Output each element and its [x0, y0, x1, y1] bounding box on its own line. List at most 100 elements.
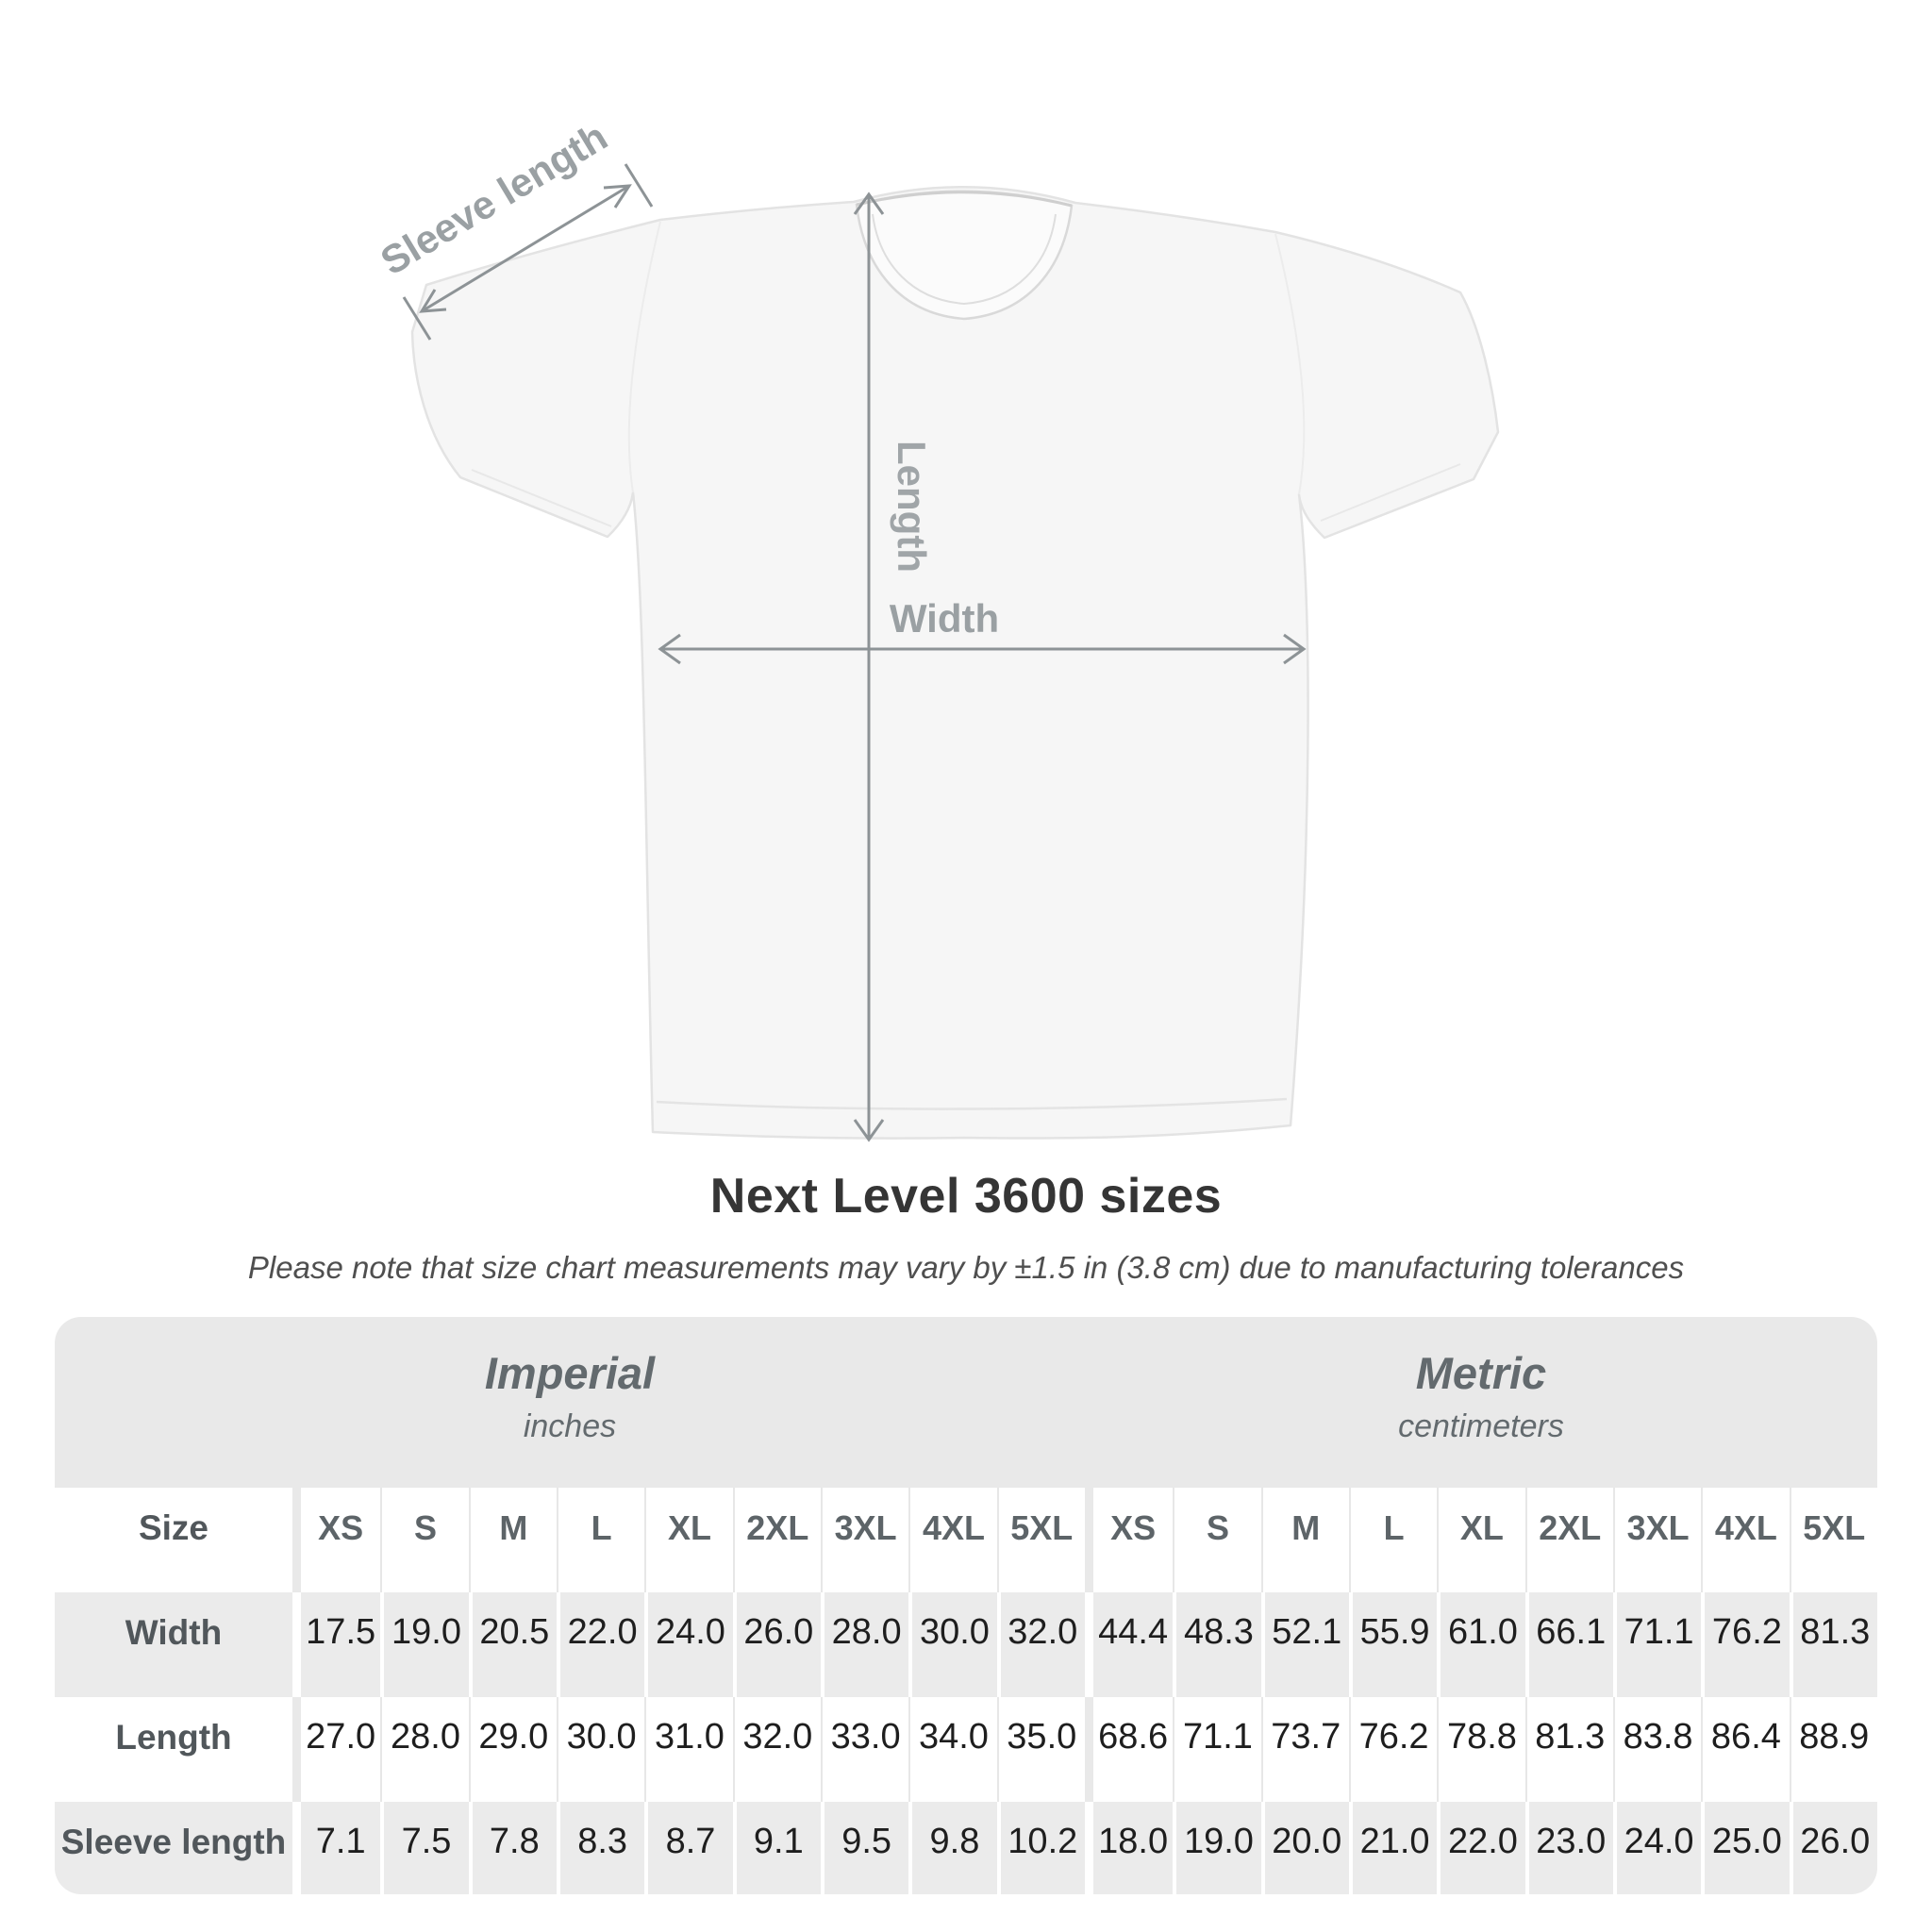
size-col-header-imperial: XL — [644, 1488, 733, 1592]
row-label: Width — [55, 1592, 292, 1697]
size-col-header-imperial: S — [380, 1488, 469, 1592]
measurement-cell: 20.0 — [1260, 1802, 1349, 1894]
page-title: Next Level 3600 sizes — [709, 1169, 1223, 1224]
measurement-cell: 30.0 — [908, 1592, 997, 1697]
size-col-header-metric: S — [1173, 1488, 1261, 1592]
size-col-header-metric: 3XL — [1612, 1488, 1702, 1592]
measurement-cell: 25.0 — [1701, 1802, 1790, 1894]
measurement-cell: 7.8 — [468, 1802, 557, 1894]
measurement-cell: 19.0 — [380, 1592, 469, 1697]
measurement-cell: 28.0 — [380, 1697, 469, 1802]
measurement-cell: 81.3 — [1789, 1592, 1877, 1697]
tshirt-left-armhole-seam — [627, 221, 661, 493]
sizes-header-row: Size XS S M L XL 2XL 3XL 4XL 5XL XS S M L XL 2XL 3XL 4XL… — [55, 1488, 1877, 1592]
measurement-cell: 21.0 — [1348, 1802, 1438, 1894]
size-col-header-metric: XL — [1437, 1488, 1525, 1592]
measurement-cell: 88.9 — [1789, 1697, 1877, 1802]
measurement-cell: 29.0 — [468, 1697, 557, 1802]
tshirt-bottom-hem-seam — [656, 1097, 1288, 1110]
measurement-cell: 55.9 — [1348, 1592, 1438, 1697]
measurement-cell: 9.8 — [908, 1802, 997, 1894]
measurement-cell: 26.0 — [1789, 1802, 1877, 1894]
measurement-cell: 8.3 — [556, 1802, 645, 1894]
measurement-cell: 7.1 — [292, 1802, 381, 1894]
row-label: Length — [55, 1697, 292, 1802]
measurement-cell: 20.5 — [468, 1592, 557, 1697]
metric-header: Metric centimeters — [1084, 1317, 1877, 1488]
size-col-header-metric: 5XL — [1789, 1488, 1877, 1592]
width-arrow — [658, 633, 1307, 665]
measurement-cell: 76.2 — [1701, 1592, 1790, 1697]
measurement-cell: 31.0 — [644, 1697, 733, 1802]
measurement-cell: 18.0 — [1084, 1802, 1174, 1894]
tshirt-right-sleeve-hem-seam — [1320, 463, 1461, 522]
measurement-cell: 19.0 — [1173, 1802, 1261, 1894]
measurement-row: Width 17.5 19.0 20.5 22.0 24.0 26.0 28.0 30.0 32.… — [55, 1592, 1877, 1697]
length-label: Length — [890, 441, 934, 573]
measurement-rows: Width 17.5 19.0 20.5 22.0 24.0 26.0 28.0 30.0 32.… — [55, 1592, 1877, 1894]
measurement-cell: 24.0 — [1612, 1802, 1702, 1894]
size-col-header-imperial: M — [468, 1488, 557, 1592]
measurement-cell: 17.5 — [292, 1592, 381, 1697]
measurement-cell: 71.1 — [1612, 1592, 1702, 1697]
tshirt-measurement-diagram: Sleeve length Length Width — [373, 114, 1500, 1142]
measurement-cell: 24.0 — [644, 1592, 733, 1697]
measurement-annotations — [402, 163, 1307, 1142]
measurement-cell: 86.4 — [1701, 1697, 1790, 1802]
metric-title: Metric — [1415, 1347, 1547, 1398]
tshirt-left-sleeve-hem-seam — [471, 469, 612, 527]
tshirt-right-armhole-seam — [1274, 233, 1306, 495]
measurement-cell: 66.1 — [1524, 1592, 1613, 1697]
measurement-cell: 44.4 — [1084, 1592, 1174, 1697]
measurement-cell: 26.0 — [732, 1592, 821, 1697]
measurement-cell: 76.2 — [1348, 1697, 1438, 1802]
measurement-cell: 33.0 — [820, 1697, 909, 1802]
measurement-cell: 32.0 — [996, 1592, 1085, 1697]
size-col-header-metric: 2XL — [1524, 1488, 1613, 1592]
units-header-row: Imperial inches Metric centimeters — [55, 1317, 1877, 1488]
measurement-cell: 35.0 — [996, 1697, 1085, 1802]
measurement-cell: 73.7 — [1260, 1697, 1349, 1802]
width-label: Width — [890, 596, 999, 641]
tshirt-collar-inner-seam — [872, 213, 1057, 306]
measurement-cell: 78.8 — [1437, 1697, 1525, 1802]
measurement-cell: 27.0 — [292, 1697, 381, 1802]
size-col-header-metric: M — [1260, 1488, 1349, 1592]
measurement-cell: 81.3 — [1524, 1697, 1613, 1802]
size-col-header-metric: 4XL — [1701, 1488, 1790, 1592]
metric-unit: centimeters — [1398, 1407, 1564, 1444]
size-col-header-imperial: L — [556, 1488, 645, 1592]
measurement-cell: 22.0 — [556, 1592, 645, 1697]
size-col-header-imperial: 3XL — [820, 1488, 909, 1592]
size-col-header-metric: XS — [1084, 1488, 1174, 1592]
tolerance-note: Please note that size chart measurements… — [247, 1250, 1685, 1285]
measurement-cell: 83.8 — [1612, 1697, 1702, 1802]
measurement-cell: 34.0 — [908, 1697, 997, 1802]
imperial-unit: inches — [523, 1407, 617, 1444]
measurement-cell: 61.0 — [1437, 1592, 1525, 1697]
measurement-cell: 10.2 — [996, 1802, 1085, 1894]
measurement-cell: 7.5 — [380, 1802, 469, 1894]
tshirt-body — [410, 186, 1500, 1140]
measurement-cell: 30.0 — [556, 1697, 645, 1802]
row-label: Sleeve length — [55, 1802, 292, 1894]
sleeve-length-arrow — [402, 163, 654, 341]
measurement-cell: 23.0 — [1524, 1802, 1613, 1894]
measurement-cell: 71.1 — [1173, 1697, 1261, 1802]
measurement-cell: 9.5 — [820, 1802, 909, 1894]
size-col-header-imperial: XS — [292, 1488, 381, 1592]
measurement-row: Length 27.0 28.0 29.0 30.0 31.0 32.0 33.0 34.0 35… — [55, 1697, 1877, 1802]
measurement-cell: 68.6 — [1084, 1697, 1174, 1802]
size-col-header-imperial: 2XL — [732, 1488, 821, 1592]
size-table-container: Imperial inches Metric centimeters Size … — [55, 1317, 1877, 1894]
size-col-header-imperial: 5XL — [996, 1488, 1085, 1592]
measurement-cell: 48.3 — [1173, 1592, 1261, 1697]
tshirt-collar-top-shadow — [856, 191, 1073, 208]
measurement-cell: 9.1 — [732, 1802, 821, 1894]
measurement-cell: 28.0 — [820, 1592, 909, 1697]
measurement-cell: 8.7 — [644, 1802, 733, 1894]
measurement-row: Sleeve length 7.1 7.5 7.8 8.3 8.7 9.1 9.5 9.8 10.… — [55, 1802, 1877, 1894]
measurement-cell: 32.0 — [732, 1697, 821, 1802]
tshirt-illustration — [410, 186, 1500, 1140]
imperial-title: Imperial — [484, 1347, 656, 1398]
